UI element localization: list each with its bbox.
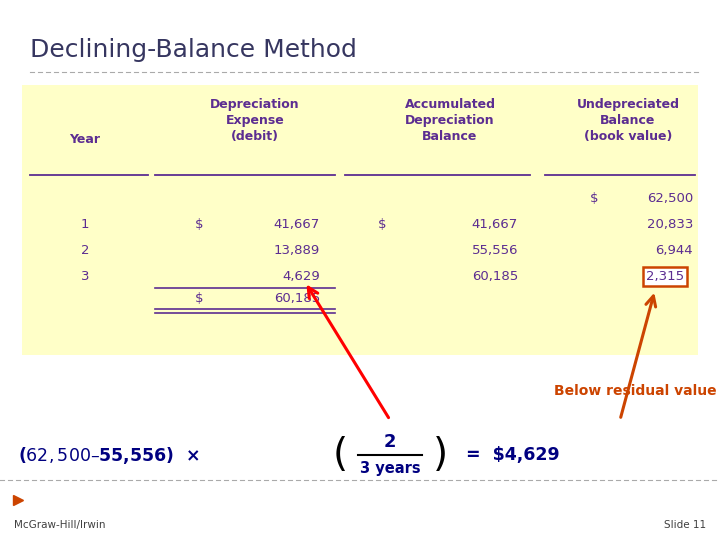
Text: 55,556: 55,556 [472,244,518,257]
Text: $: $ [195,218,204,231]
Text: 4,629: 4,629 [282,270,320,283]
Text: 60,185: 60,185 [274,292,320,305]
Text: 41,667: 41,667 [274,218,320,231]
Text: Depreciation
Expense
(debit): Depreciation Expense (debit) [210,98,300,143]
Text: 1: 1 [81,218,89,231]
Text: 13,889: 13,889 [274,244,320,257]
Text: 6,944: 6,944 [655,244,693,257]
Text: McGraw-Hill/Irwin: McGraw-Hill/Irwin [14,520,106,530]
Text: 2: 2 [384,433,396,451]
Text: 20,833: 20,833 [647,218,693,231]
Text: 2,315: 2,315 [646,270,684,283]
Text: Undepreciated
Balance
(book value): Undepreciated Balance (book value) [577,98,680,143]
Text: $: $ [195,292,204,305]
Text: Accumulated
Depreciation
Balance: Accumulated Depreciation Balance [405,98,495,143]
Text: Declining-Balance Method: Declining-Balance Method [30,38,357,62]
Text: Below residual value: Below residual value [554,384,716,398]
Text: 2: 2 [81,244,89,257]
Text: ): ) [433,436,448,474]
Text: 41,667: 41,667 [472,218,518,231]
Text: ($62,500 – $55,556)  ×: ($62,500 – $55,556) × [18,444,200,465]
Text: 62,500: 62,500 [647,192,693,205]
Text: (: ( [333,436,348,474]
FancyBboxPatch shape [22,85,698,355]
Text: 3: 3 [81,270,89,283]
Text: Year: Year [70,133,101,146]
Text: $: $ [378,218,387,231]
Text: =  $4,629: = $4,629 [460,446,559,464]
Text: Slide 11: Slide 11 [664,520,706,530]
Text: $: $ [590,192,598,205]
Text: 60,185: 60,185 [472,270,518,283]
Text: 3 years: 3 years [360,462,420,476]
